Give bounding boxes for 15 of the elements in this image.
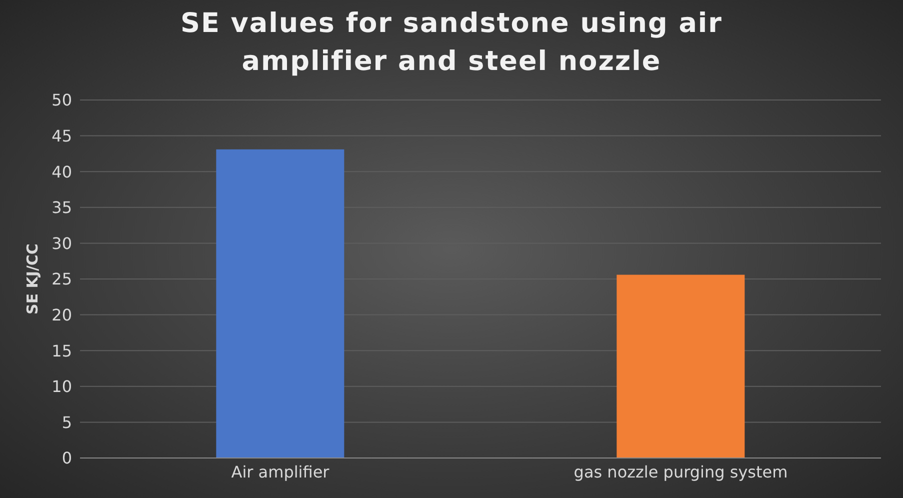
y-tick-label: 10 <box>52 377 72 396</box>
y-tick-label: 40 <box>52 162 72 182</box>
x-tick-label: gas nozzle purging system <box>574 462 788 482</box>
y-axis-title: SE KJ/CC <box>23 244 42 314</box>
y-tick-label: 20 <box>52 305 72 324</box>
y-tick-label: 50 <box>52 90 72 110</box>
y-tick-label: 25 <box>52 270 72 289</box>
y-tick-label: 30 <box>52 234 72 253</box>
y-tick-label: 35 <box>52 198 72 218</box>
y-tick-label: 5 <box>62 412 72 432</box>
chart-title: SE values for sandstone using air amplifier and steel nozzle <box>180 7 724 79</box>
x-tick-label: Air amplifier <box>231 462 330 482</box>
y-tick-label: 15 <box>52 341 72 360</box>
y-tick-label: 0 <box>62 448 72 468</box>
y-tick-label: 45 <box>52 126 72 146</box>
